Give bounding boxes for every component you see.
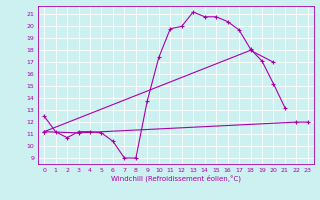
X-axis label: Windchill (Refroidissement éolien,°C): Windchill (Refroidissement éolien,°C) bbox=[111, 175, 241, 182]
